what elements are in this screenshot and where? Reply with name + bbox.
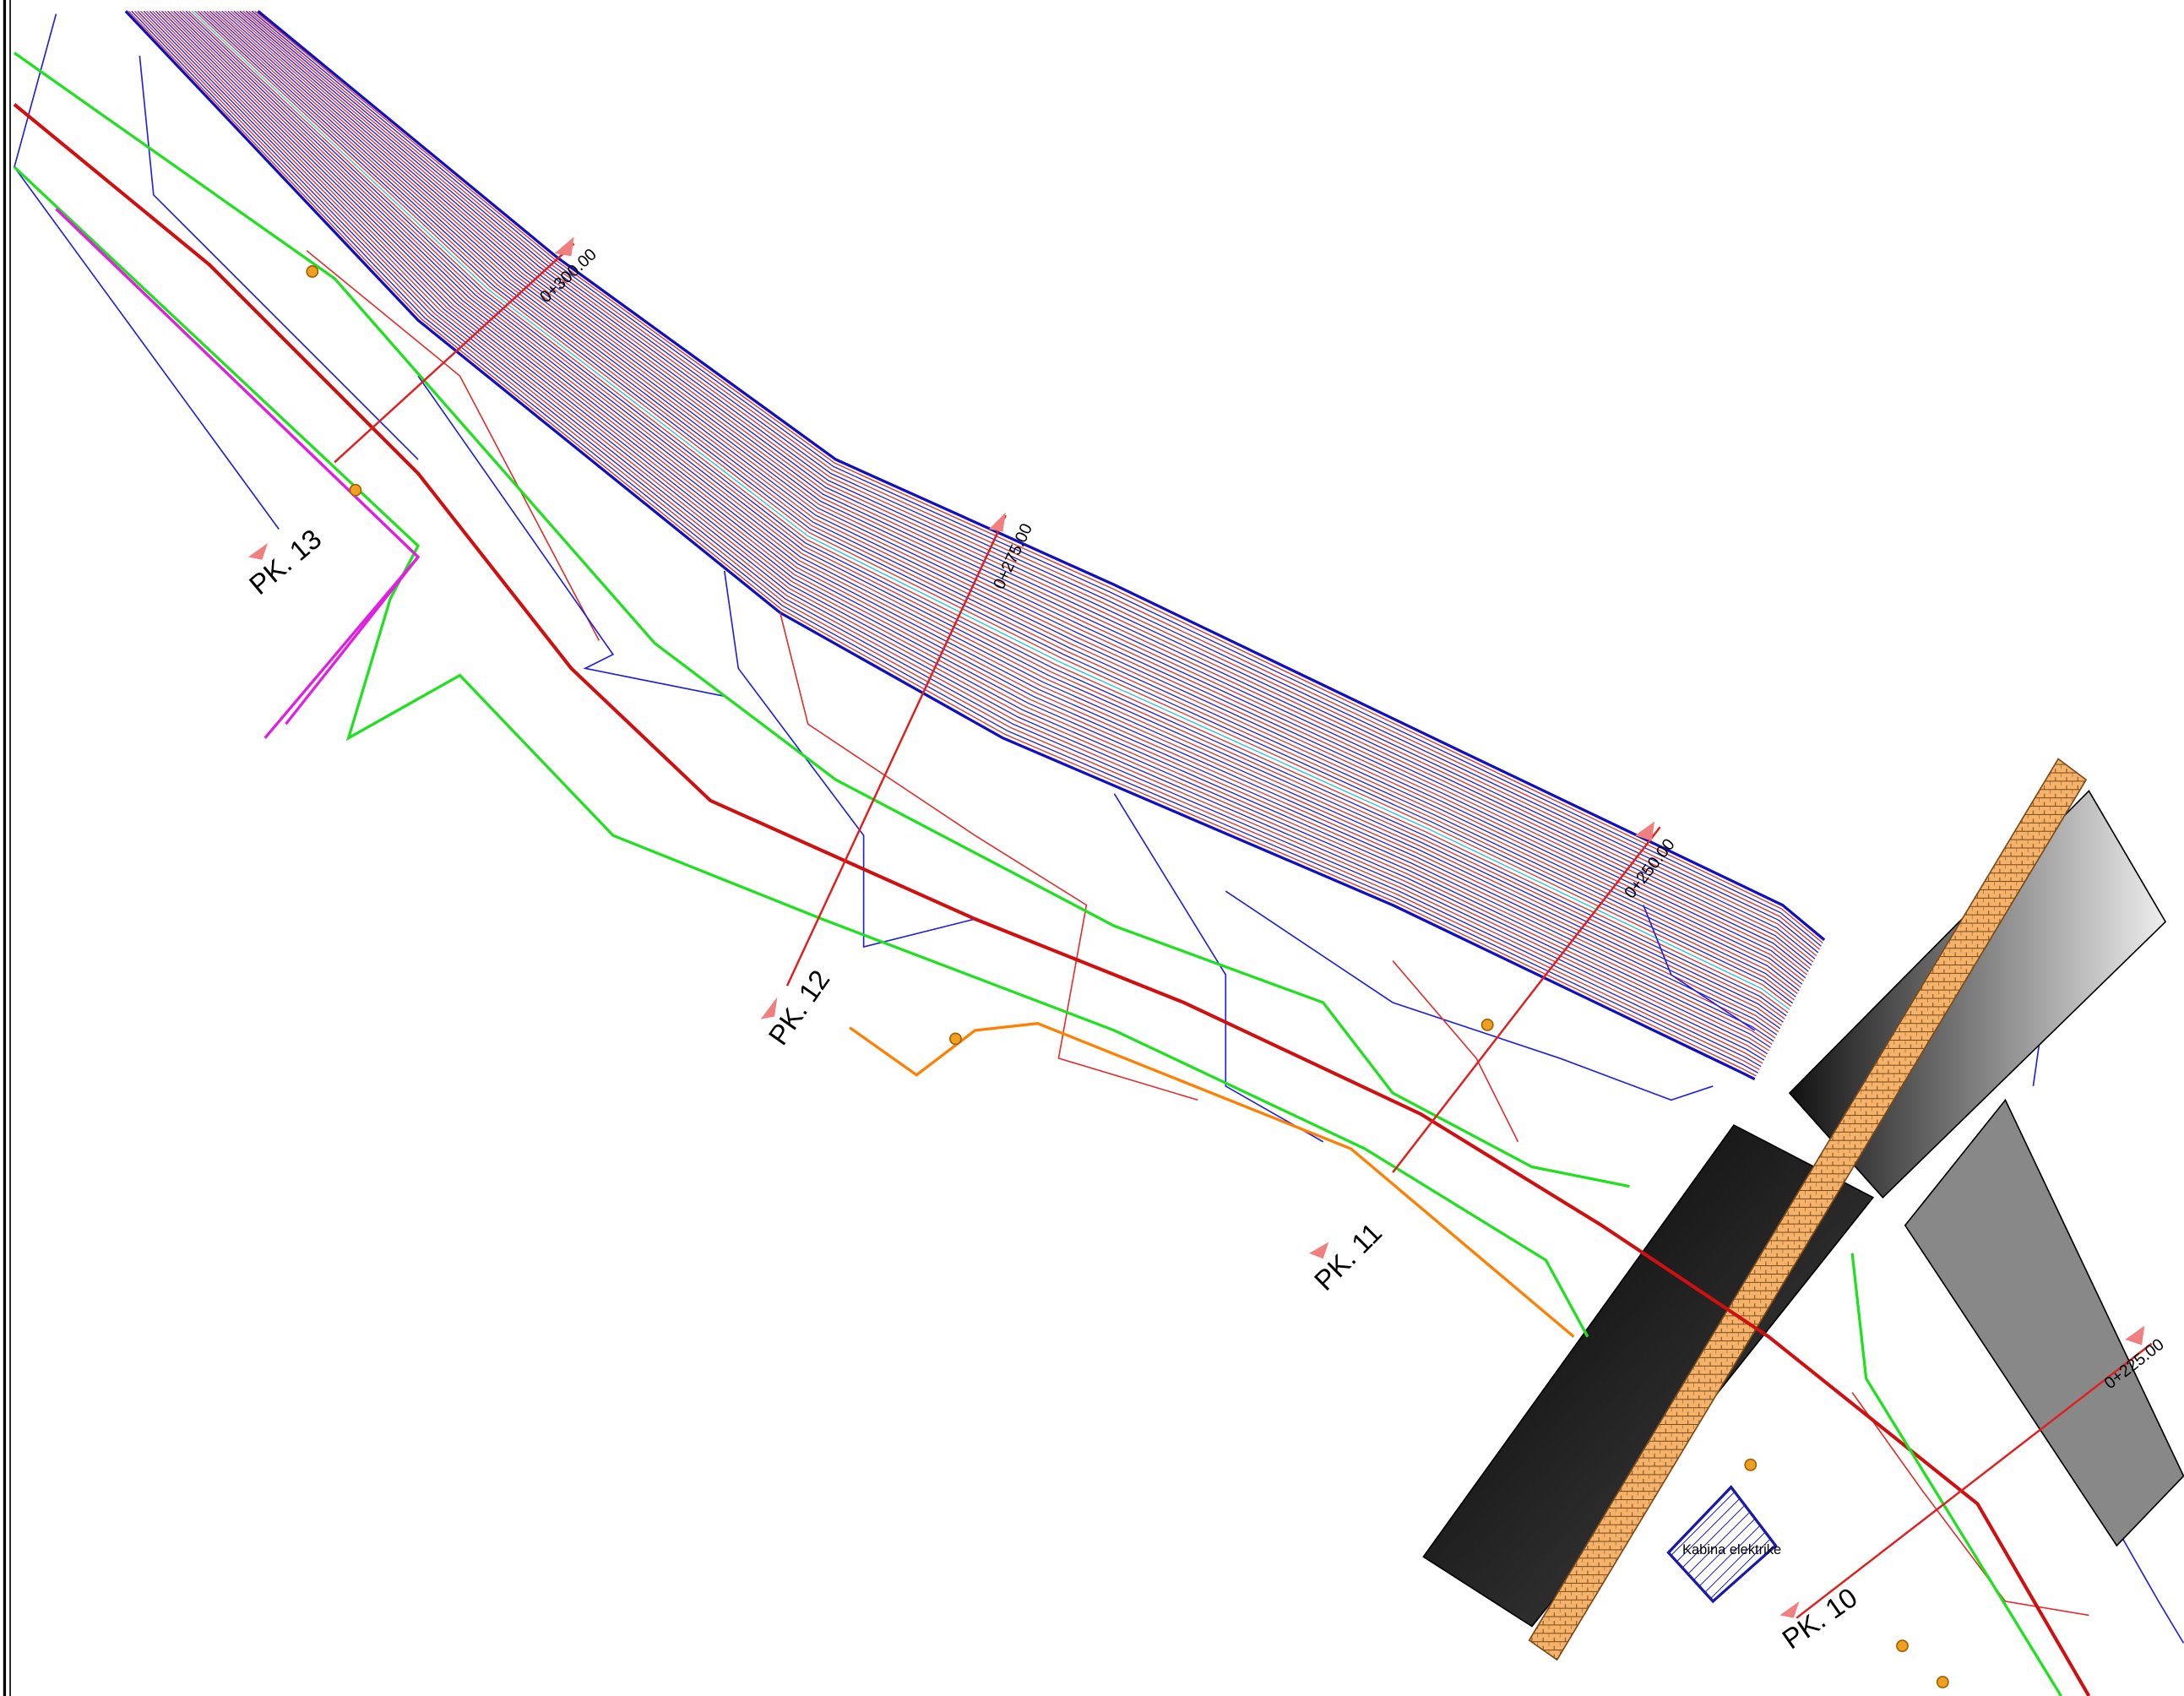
contour [212, 10, 1801, 988]
contour [134, 10, 1760, 1071]
contour [124, 10, 1756, 1081]
contour [227, 10, 1809, 972]
boundary [55, 208, 421, 739]
fence-line [849, 1022, 1575, 1338]
contour [173, 10, 1781, 1030]
contour [179, 10, 1784, 1023]
contour [143, 10, 1765, 1061]
section-markers [247, 236, 2145, 1618]
contour [164, 10, 1776, 1039]
contour [231, 10, 1811, 970]
contour [245, 10, 1819, 954]
contour [236, 10, 1814, 963]
building [1666, 1485, 1778, 1604]
edge-line [14, 52, 1630, 1188]
contour [215, 10, 1803, 985]
contour [158, 10, 1773, 1046]
contour [152, 10, 1769, 1052]
contour [167, 10, 1778, 1036]
contour [197, 10, 1794, 1004]
contour [257, 9, 1826, 942]
contour [182, 10, 1785, 1019]
contour [191, 10, 1790, 1010]
contour [221, 10, 1806, 979]
contour [161, 10, 1774, 1042]
contour [155, 10, 1771, 1048]
boundary [55, 208, 421, 726]
contour [723, 570, 975, 949]
contour [128, 10, 1757, 1077]
survey-points [306, 265, 1949, 1688]
contour [1225, 890, 1714, 1101]
contour [140, 10, 1763, 1064]
contour [137, 10, 1762, 1068]
centerline [13, 103, 2091, 1696]
contour [242, 10, 1817, 957]
contour [233, 10, 1812, 966]
contour [779, 612, 1198, 1101]
contour [206, 10, 1798, 994]
contour [224, 10, 1807, 976]
contour [200, 10, 1795, 1001]
contour [203, 10, 1796, 997]
contour [417, 375, 725, 698]
contour [218, 10, 1805, 981]
contour [188, 10, 1789, 1014]
contour [131, 10, 1758, 1074]
contour [209, 10, 1800, 992]
contour [1392, 960, 1519, 1143]
wall [1528, 758, 2088, 1661]
contour [170, 10, 1779, 1032]
profile-label: PK. 13 [243, 523, 328, 601]
contour [1643, 905, 1756, 1031]
contour [176, 10, 1782, 1026]
contour [1851, 1392, 2089, 1617]
station-lines [334, 242, 2153, 1619]
contour [139, 55, 419, 460]
contour [1113, 793, 1324, 1143]
contour [194, 10, 1792, 1007]
edge-line [1850, 1253, 2062, 1696]
contour [185, 10, 1787, 1017]
contour [146, 10, 1767, 1058]
building-label: Kabina elektrike [1682, 1542, 1781, 1557]
contour [248, 10, 1820, 950]
contour [306, 250, 600, 641]
profile-label: PK. 10 [1776, 1581, 1862, 1655]
contour [149, 10, 1768, 1055]
contour [254, 10, 1823, 944]
contour [239, 10, 1816, 959]
contour [251, 10, 1822, 947]
contour-lines [14, 9, 2184, 1644]
